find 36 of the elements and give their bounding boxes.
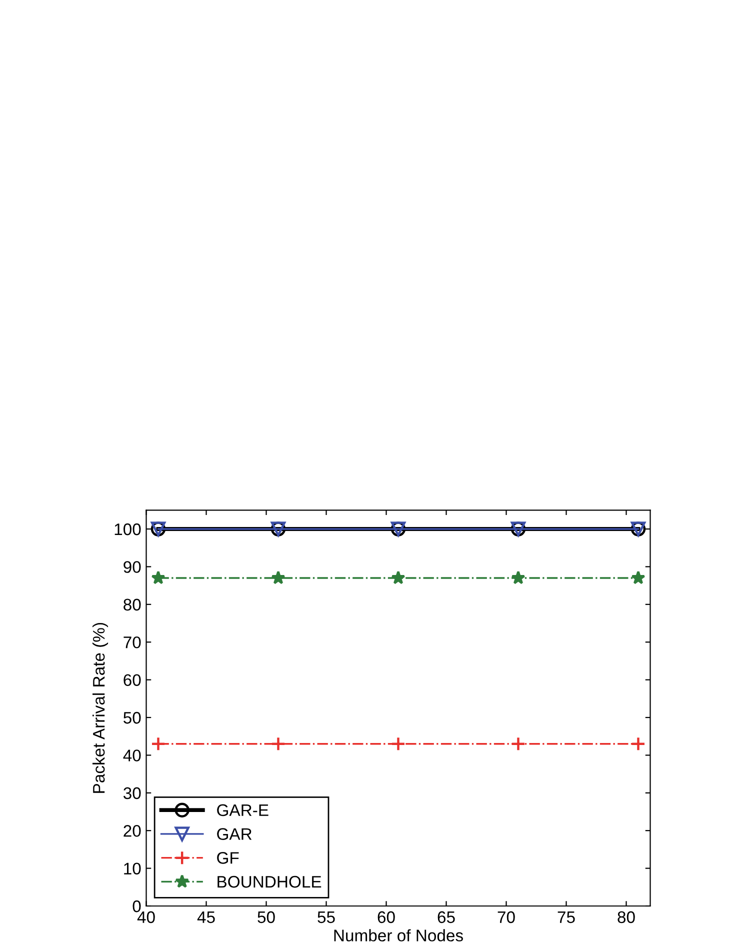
y-tick-label: 90 <box>124 561 141 573</box>
x-tick-label: 50 <box>258 911 275 924</box>
y-tick-label: 100 <box>114 523 141 536</box>
point <box>511 570 526 584</box>
y-tick-label: 20 <box>124 824 141 837</box>
point <box>391 570 406 584</box>
point <box>630 736 646 752</box>
legend-label: GAR <box>217 828 252 840</box>
point <box>150 736 166 752</box>
point <box>510 736 526 752</box>
x-tick-label: 60 <box>378 911 395 924</box>
y-tick-label: 0 <box>132 900 141 912</box>
x-tick-label: 40 <box>137 911 155 924</box>
x-tick-label: 55 <box>318 911 335 924</box>
y-axis-title: Packet Arrival Rate (%) <box>92 622 108 793</box>
x-tick-label: 45 <box>197 911 215 924</box>
point <box>151 570 166 584</box>
y-tick-label: 40 <box>123 750 141 762</box>
point <box>271 570 286 584</box>
x-tick-label: 75 <box>558 911 575 924</box>
x-axis-title: Number of Nodes <box>334 929 463 942</box>
legend-label: GAR-E <box>217 804 268 816</box>
y-tick-label: 50 <box>124 712 141 724</box>
y-tick-label: 10 <box>124 862 141 874</box>
x-tick-label: 70 <box>498 911 515 924</box>
point <box>390 736 406 752</box>
legend-label: BOUNDHOLE <box>218 876 322 888</box>
y-tick-label: 30 <box>123 787 141 800</box>
y-tick-label: 70 <box>124 636 141 648</box>
x-tick-label: 65 <box>438 911 455 924</box>
y-tick-label: 80 <box>124 598 141 611</box>
point <box>631 570 646 584</box>
legend-label: GF <box>217 852 239 864</box>
point <box>270 736 286 752</box>
y-tick-label: 60 <box>124 674 141 686</box>
x-tick-label: 80 <box>618 911 635 924</box>
